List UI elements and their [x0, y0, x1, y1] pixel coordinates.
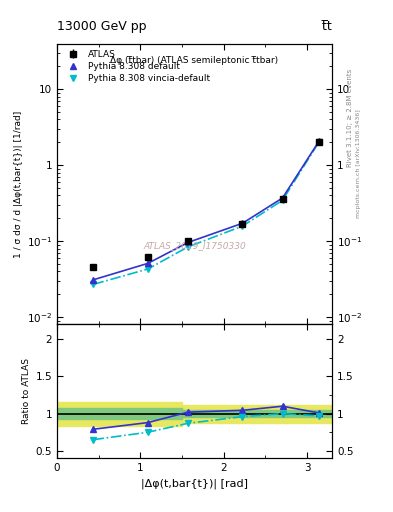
Legend: ATLAS, Pythia 8.308 default, Pythia 8.308 vincia-default: ATLAS, Pythia 8.308 default, Pythia 8.30… — [61, 48, 211, 85]
X-axis label: |Δφ(t,bar{t})| [rad]: |Δφ(t,bar{t})| [rad] — [141, 479, 248, 489]
Text: t̅t: t̅t — [322, 20, 332, 33]
Text: mcplots.cern.ch [arXiv:1306.3436]: mcplots.cern.ch [arXiv:1306.3436] — [356, 110, 361, 218]
Y-axis label: Ratio to ATLAS: Ratio to ATLAS — [22, 358, 31, 424]
Line: Pythia 8.308 vincia-default: Pythia 8.308 vincia-default — [90, 139, 322, 287]
Pythia 8.308 default — [240, 220, 245, 226]
Pythia 8.308 vincia-default — [316, 139, 321, 145]
Pythia 8.308 vincia-default — [185, 244, 190, 250]
Pythia 8.308 default — [185, 240, 190, 246]
Y-axis label: 1 / σ dσ / d |Δφ(t,bar{t})| [1/rad]: 1 / σ dσ / d |Δφ(t,bar{t})| [1/rad] — [14, 111, 22, 258]
Pythia 8.308 default — [316, 138, 321, 144]
Text: Δφ (t̅tbar) (ATLAS semileptonic t̅tbar): Δφ (t̅tbar) (ATLAS semileptonic t̅tbar) — [110, 56, 279, 65]
Pythia 8.308 vincia-default — [280, 197, 285, 203]
Text: Rivet 3.1.10; ≥ 2.8M events: Rivet 3.1.10; ≥ 2.8M events — [347, 69, 353, 167]
Pythia 8.308 default — [91, 276, 96, 283]
Pythia 8.308 vincia-default — [145, 266, 150, 272]
Line: Pythia 8.308 default: Pythia 8.308 default — [90, 138, 322, 283]
Pythia 8.308 vincia-default — [91, 281, 96, 287]
Pythia 8.308 vincia-default — [240, 223, 245, 229]
Pythia 8.308 default — [280, 195, 285, 201]
Text: ATLAS_2019_I1750330: ATLAS_2019_I1750330 — [143, 241, 246, 250]
Pythia 8.308 default — [145, 260, 150, 266]
Text: 13000 GeV pp: 13000 GeV pp — [57, 20, 147, 33]
